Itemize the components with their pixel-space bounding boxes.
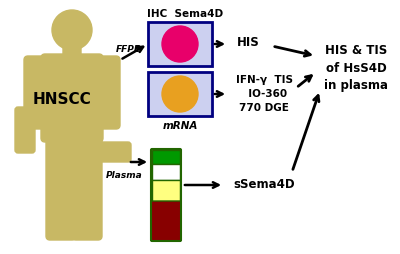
FancyBboxPatch shape [41, 54, 103, 142]
FancyBboxPatch shape [63, 46, 81, 62]
FancyBboxPatch shape [94, 56, 120, 129]
Text: IHC  Sema4D: IHC Sema4D [147, 9, 223, 19]
FancyBboxPatch shape [46, 132, 76, 240]
FancyBboxPatch shape [24, 56, 50, 129]
FancyBboxPatch shape [151, 201, 181, 241]
FancyBboxPatch shape [148, 22, 212, 66]
FancyBboxPatch shape [95, 142, 131, 162]
Text: FFPE: FFPE [116, 45, 140, 55]
Text: Plasma: Plasma [106, 170, 142, 180]
FancyBboxPatch shape [152, 150, 180, 164]
FancyBboxPatch shape [148, 72, 212, 116]
Text: HIS & TIS
of HsS4D
in plasma: HIS & TIS of HsS4D in plasma [324, 43, 388, 92]
Circle shape [162, 26, 198, 62]
FancyBboxPatch shape [152, 180, 180, 202]
Text: mRNA: mRNA [162, 121, 198, 131]
Circle shape [52, 10, 92, 50]
Text: HNSCC: HNSCC [33, 92, 91, 107]
Text: HIS: HIS [237, 36, 259, 49]
Text: IFN-γ  TIS
  IO-360
770 DGE: IFN-γ TIS IO-360 770 DGE [236, 75, 292, 113]
FancyBboxPatch shape [72, 132, 102, 240]
Circle shape [162, 76, 198, 112]
FancyBboxPatch shape [152, 164, 180, 180]
Text: sSema4D: sSema4D [233, 179, 295, 192]
FancyBboxPatch shape [15, 107, 35, 153]
